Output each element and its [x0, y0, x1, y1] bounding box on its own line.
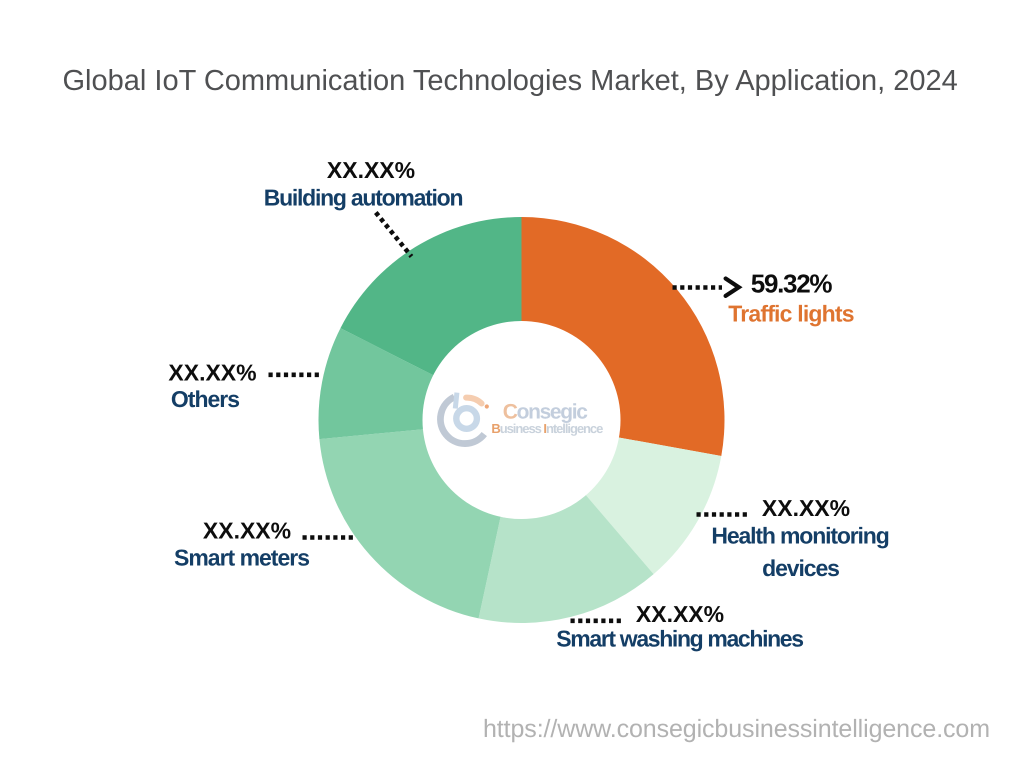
svg-text:Smart washing machines: Smart washing machines — [556, 625, 803, 651]
svg-text:Traffic lights: Traffic lights — [728, 300, 854, 326]
svg-text:XX.XX%: XX.XX% — [168, 359, 256, 385]
svg-text:XX.XX%: XX.XX% — [636, 601, 724, 627]
svg-text:XX.XX%: XX.XX% — [762, 495, 850, 521]
svg-text:Health monitoring: Health monitoring — [711, 523, 888, 549]
svg-text:Global IoT Communication Techn: Global IoT Communication Technologies Ma… — [63, 65, 958, 97]
svg-text:https://www.consegicbusinessin: https://www.consegicbusinessintelligence… — [483, 715, 990, 743]
svg-text:Smart meters: Smart meters — [174, 545, 309, 571]
svg-text:59.32%: 59.32% — [751, 269, 833, 299]
svg-text:Others: Others — [171, 386, 239, 412]
svg-text:XX.XX%: XX.XX% — [327, 157, 415, 183]
svg-text:devices: devices — [762, 555, 839, 581]
svg-text:XX.XX%: XX.XX% — [203, 518, 291, 544]
svg-text:Business Intelligence: Business Intelligence — [491, 421, 603, 436]
svg-text:Consegic: Consegic — [503, 401, 588, 424]
svg-text:Building automation: Building automation — [264, 184, 463, 210]
